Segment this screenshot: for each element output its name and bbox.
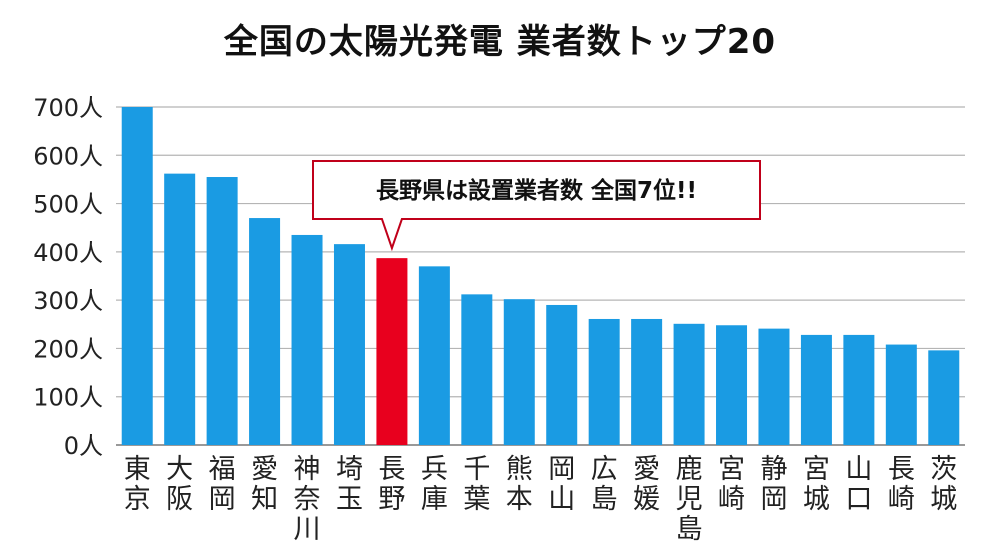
bar: [631, 318, 663, 445]
category-label: 城: [803, 484, 830, 515]
bar: [843, 334, 875, 445]
category-label: 崎: [718, 484, 745, 515]
bar: [928, 350, 960, 445]
category-label: 鹿: [676, 454, 703, 485]
callout-text: 長野県は設置業者数 全国7位!!: [376, 177, 697, 204]
category-label: 葉: [463, 484, 490, 515]
category-label: 知: [251, 484, 278, 515]
category-label: 川: [294, 514, 321, 545]
callout-box: [312, 160, 761, 252]
category-label: 児: [676, 484, 703, 515]
category-label: 熊: [506, 454, 533, 485]
category-label: 静: [760, 454, 787, 485]
y-tick-label: 500人: [33, 191, 103, 219]
category-label: 長: [378, 454, 405, 485]
bar: [249, 218, 281, 445]
bar: [673, 323, 705, 445]
bar: [716, 325, 748, 445]
category-label: 愛: [251, 454, 278, 485]
category-label: 島: [676, 514, 703, 545]
category-label: 兵: [421, 454, 448, 485]
category-label: 京: [124, 484, 151, 515]
y-tick-label: 200人: [33, 335, 103, 363]
category-label: 玉: [336, 484, 363, 515]
y-tick-label: 100人: [33, 384, 103, 412]
category-label: 山: [845, 454, 872, 485]
y-axis-ticks: 0人 100人 200人 300人 400人 500人 600人 700人: [33, 94, 103, 460]
chart-title: 全国の太陽光発電 業者数トップ20: [223, 22, 777, 62]
bar: [291, 234, 323, 445]
category-label: 野: [378, 484, 405, 515]
y-tick-label: 0人: [64, 432, 103, 460]
y-tick-label: 400人: [33, 239, 103, 267]
y-tick-label: 300人: [33, 287, 103, 315]
bar: [546, 304, 578, 445]
category-label: 庫: [421, 484, 448, 515]
bar: [206, 177, 238, 445]
category-label: 阪: [166, 484, 193, 515]
callout: 長野県は設置業者数 全国7位!!: [312, 160, 761, 252]
bar: [376, 258, 408, 445]
y-tick-label: 700人: [33, 94, 103, 122]
category-label: 愛: [633, 454, 660, 485]
category-label: 長: [888, 454, 915, 485]
category-label: 宮: [803, 454, 830, 485]
bar: [885, 344, 917, 445]
bar: [503, 299, 535, 445]
category-label: 岡: [760, 484, 787, 515]
category-label: 媛: [633, 484, 660, 515]
gridlines: [116, 106, 965, 446]
bar: [758, 328, 790, 445]
bar: [418, 266, 450, 445]
bar: [588, 318, 620, 445]
category-label: 埼: [336, 454, 363, 485]
category-label: 岡: [209, 484, 236, 515]
category-label: 奈: [294, 484, 321, 515]
bar: [164, 173, 196, 446]
bars: [121, 107, 960, 446]
category-label: 岡: [548, 454, 575, 485]
bar: [800, 334, 832, 445]
category-label: 城: [930, 484, 957, 515]
category-label: 神: [294, 454, 321, 485]
category-label: 福: [209, 454, 236, 485]
category-label: 千: [463, 454, 490, 485]
category-label: 島: [591, 484, 618, 515]
category-labels: 東京大阪福岡愛知神奈川埼玉長野兵庫千葉熊本岡山広島愛媛鹿児島宮崎静岡宮城山口長崎…: [124, 454, 958, 545]
category-label: 本: [506, 484, 533, 515]
bar: [333, 244, 365, 445]
category-label: 大: [166, 454, 193, 485]
bar: [461, 294, 493, 445]
category-label: 山: [548, 484, 575, 515]
category-label: 東: [124, 454, 151, 485]
category-label: 茨: [930, 454, 957, 485]
category-label: 広: [591, 454, 618, 485]
category-label: 崎: [888, 484, 915, 515]
category-label: 口: [845, 484, 872, 515]
bar: [121, 107, 153, 445]
y-tick-label: 600人: [33, 142, 103, 170]
category-label: 宮: [718, 454, 745, 485]
